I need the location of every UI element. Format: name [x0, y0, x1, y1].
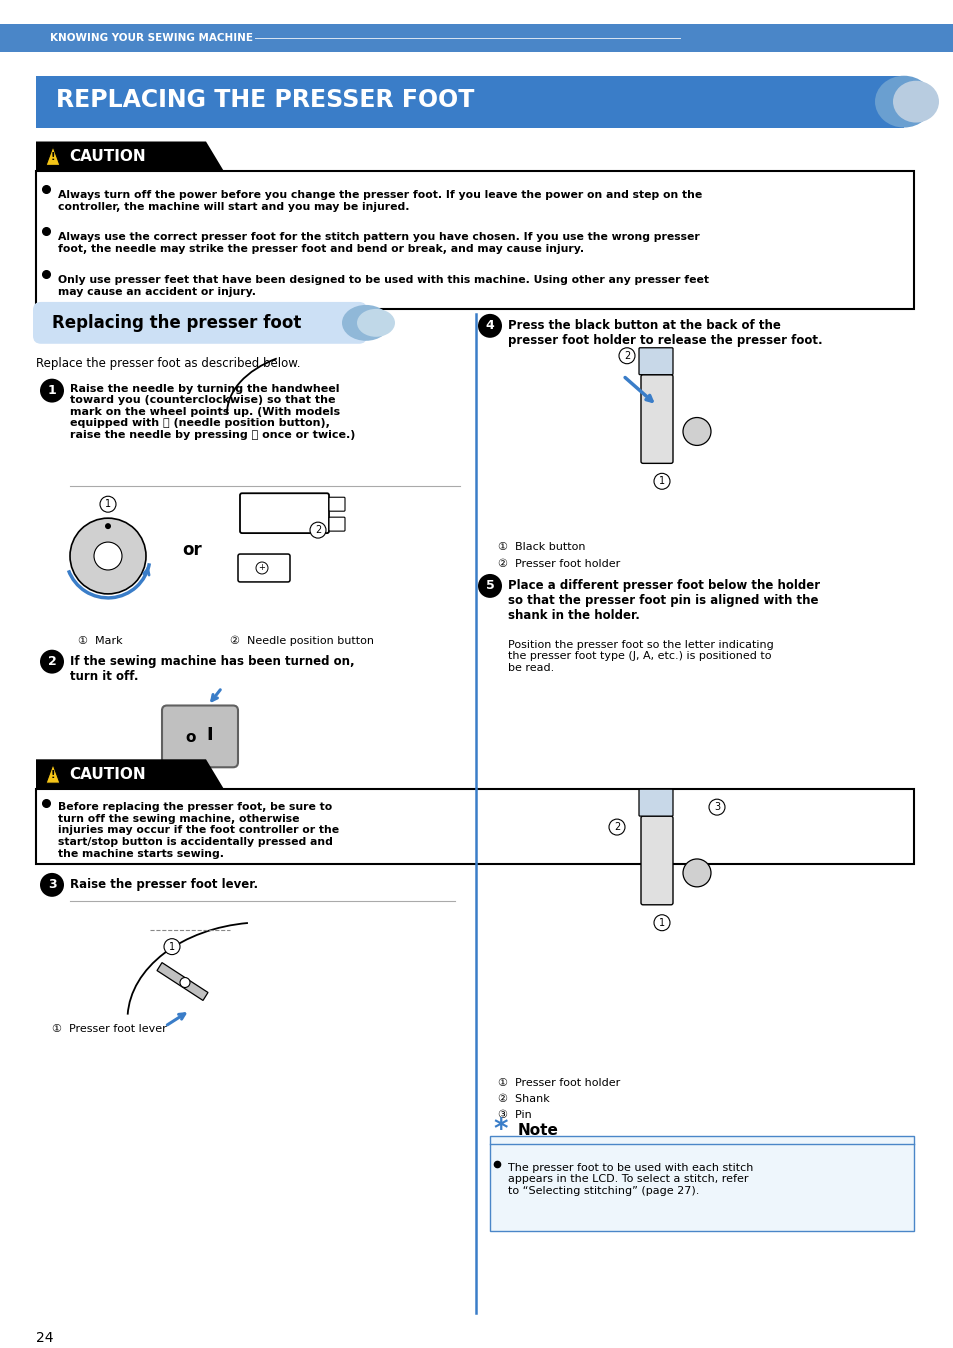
- Text: Always turn off the power before you change the presser foot. If you leave the p: Always turn off the power before you cha…: [58, 190, 701, 212]
- Circle shape: [105, 523, 111, 530]
- Text: ①  Mark: ① Mark: [78, 636, 123, 646]
- Text: 24: 24: [36, 1332, 53, 1345]
- Circle shape: [180, 977, 190, 988]
- Text: Only use presser feet that have been designed to be used with this machine. Usin: Only use presser feet that have been des…: [58, 275, 708, 297]
- FancyBboxPatch shape: [33, 302, 367, 344]
- Circle shape: [40, 379, 64, 403]
- Text: I: I: [207, 727, 213, 744]
- Circle shape: [682, 859, 710, 887]
- FancyBboxPatch shape: [36, 171, 913, 309]
- FancyBboxPatch shape: [639, 348, 672, 375]
- Circle shape: [654, 915, 669, 930]
- Text: 1: 1: [659, 476, 664, 487]
- Circle shape: [608, 820, 624, 834]
- Circle shape: [310, 522, 326, 538]
- Circle shape: [654, 473, 669, 489]
- Text: The presser foot to be used with each stitch
appears in the LCD. To select a sti: The presser foot to be used with each st…: [507, 1163, 753, 1196]
- Ellipse shape: [356, 309, 395, 337]
- Text: If the sewing machine has been turned on,
turn it off.: If the sewing machine has been turned on…: [70, 655, 355, 682]
- Polygon shape: [157, 962, 208, 1000]
- FancyBboxPatch shape: [162, 705, 237, 767]
- FancyBboxPatch shape: [329, 497, 345, 511]
- Text: Always use the correct presser foot for the stitch pattern you have chosen. If y: Always use the correct presser foot for …: [58, 232, 699, 253]
- Text: 3: 3: [48, 879, 56, 891]
- Polygon shape: [46, 764, 60, 783]
- Circle shape: [40, 874, 64, 896]
- Text: 3: 3: [713, 802, 720, 811]
- Text: ②  Needle position button: ② Needle position button: [230, 636, 374, 646]
- Text: 1: 1: [105, 499, 111, 510]
- Text: o: o: [186, 729, 196, 745]
- Circle shape: [40, 650, 64, 674]
- Text: 4: 4: [485, 319, 494, 333]
- Text: ②  Presser foot holder: ② Presser foot holder: [497, 559, 619, 569]
- Text: or: or: [182, 541, 202, 559]
- Text: Position the presser foot so the letter indicating
the presser foot type (J, A, : Position the presser foot so the letter …: [507, 640, 773, 673]
- FancyBboxPatch shape: [36, 789, 913, 864]
- Circle shape: [94, 542, 122, 570]
- Text: 2: 2: [623, 350, 630, 361]
- Text: Raise the needle by turning the handwheel
toward you (counterclockwise) so that : Raise the needle by turning the handwhee…: [70, 384, 355, 439]
- Text: +: +: [258, 563, 265, 573]
- Circle shape: [477, 314, 501, 338]
- Ellipse shape: [874, 75, 932, 128]
- Circle shape: [618, 348, 635, 364]
- Text: REPLACING THE PRESSER FOOT: REPLACING THE PRESSER FOOT: [56, 88, 474, 112]
- Text: *: *: [494, 1116, 508, 1144]
- Polygon shape: [36, 759, 224, 789]
- FancyBboxPatch shape: [329, 518, 345, 531]
- Text: ③  Pin: ③ Pin: [497, 1109, 531, 1120]
- Circle shape: [100, 496, 116, 512]
- Text: CAUTION: CAUTION: [69, 767, 146, 782]
- Text: 2: 2: [314, 526, 321, 535]
- Text: Raise the presser foot lever.: Raise the presser foot lever.: [70, 878, 258, 891]
- Circle shape: [682, 418, 710, 445]
- FancyBboxPatch shape: [240, 493, 329, 532]
- Text: 1: 1: [659, 918, 664, 927]
- Circle shape: [708, 799, 724, 816]
- Text: ①  Black button: ① Black button: [497, 542, 585, 553]
- Text: 2: 2: [48, 655, 56, 669]
- Text: ①  Presser foot lever: ① Presser foot lever: [52, 1024, 167, 1034]
- Text: 1: 1: [169, 942, 175, 952]
- Text: ①  Presser foot holder: ① Presser foot holder: [497, 1078, 619, 1088]
- Text: Press the black button at the back of the
presser foot holder to release the pre: Press the black button at the back of th…: [507, 319, 821, 346]
- Text: !: !: [51, 770, 55, 780]
- Circle shape: [255, 562, 268, 574]
- FancyBboxPatch shape: [640, 816, 672, 905]
- Circle shape: [164, 938, 180, 954]
- Circle shape: [70, 518, 146, 594]
- Text: 5: 5: [485, 580, 494, 592]
- Text: KNOWING YOUR SEWING MACHINE: KNOWING YOUR SEWING MACHINE: [50, 32, 253, 43]
- Polygon shape: [46, 147, 60, 166]
- FancyBboxPatch shape: [490, 1136, 913, 1231]
- Ellipse shape: [892, 81, 938, 123]
- Text: CAUTION: CAUTION: [69, 148, 146, 164]
- FancyBboxPatch shape: [639, 789, 672, 816]
- Text: ②  Shank: ② Shank: [497, 1095, 549, 1104]
- FancyBboxPatch shape: [237, 554, 290, 582]
- FancyBboxPatch shape: [640, 375, 672, 464]
- Polygon shape: [36, 142, 224, 171]
- Text: Place a different presser foot below the holder
so that the presser foot pin is : Place a different presser foot below the…: [507, 578, 820, 621]
- Text: 2: 2: [613, 822, 619, 832]
- FancyBboxPatch shape: [0, 24, 953, 51]
- FancyBboxPatch shape: [36, 75, 903, 128]
- Text: Replace the presser foot as described below.: Replace the presser foot as described be…: [36, 357, 300, 369]
- Text: !: !: [51, 152, 55, 163]
- Text: 1: 1: [48, 384, 56, 398]
- Text: Note: Note: [517, 1123, 558, 1139]
- Text: Before replacing the presser foot, be sure to
turn off the sewing machine, other: Before replacing the presser foot, be su…: [58, 802, 338, 859]
- Text: Replacing the presser foot: Replacing the presser foot: [52, 314, 301, 332]
- Circle shape: [477, 574, 501, 599]
- Ellipse shape: [341, 305, 390, 341]
